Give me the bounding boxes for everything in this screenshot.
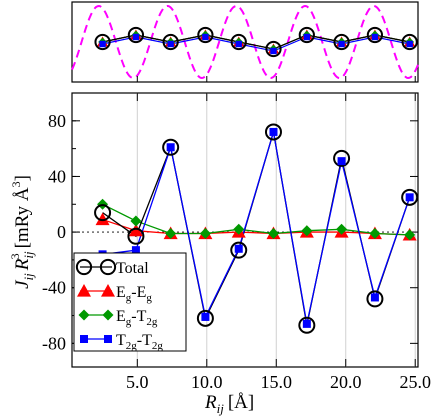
data-point-total bbox=[196, 309, 214, 327]
data-point-t2g-t2g bbox=[269, 127, 278, 136]
data-point-t2g-t2g bbox=[370, 293, 379, 302]
top-panel-frame bbox=[71, 1, 419, 83]
series-line-t2g-t2g bbox=[102, 131, 411, 325]
data-point-total bbox=[127, 26, 145, 44]
x-tick-label: 20.0 bbox=[330, 372, 362, 392]
y-tick-label: 0 bbox=[57, 222, 66, 242]
data-point-total bbox=[298, 26, 315, 44]
legend: Total Eg-Eg Eg-T2g T2g-T2g bbox=[73, 252, 187, 352]
data-point-eg-t2g bbox=[369, 227, 381, 239]
data-point-t2g-t2g bbox=[338, 40, 345, 48]
series-line-eg-t2g bbox=[102, 203, 410, 236]
data-point-t2g-t2g bbox=[132, 33, 140, 41]
data-point-t2g-t2g bbox=[234, 244, 243, 253]
data-point-t2g-t2g bbox=[104, 335, 112, 343]
data-point-eg-t2g bbox=[267, 227, 279, 239]
data-point-t2g-t2g bbox=[202, 33, 209, 41]
data-point-total bbox=[162, 138, 180, 156]
data-point-total bbox=[99, 258, 117, 276]
data-point-eg-t2g bbox=[102, 309, 114, 321]
data-point-t2g-t2g bbox=[303, 33, 311, 41]
legend-label: Eg-T2g bbox=[116, 308, 158, 328]
x-tick-label: 25.0 bbox=[399, 372, 431, 392]
data-point-total bbox=[230, 241, 248, 259]
inset-series-line bbox=[102, 36, 410, 52]
data-point-eg-t2g bbox=[404, 229, 416, 241]
data-point-total bbox=[265, 40, 282, 58]
data-point-t2g-t2g bbox=[406, 40, 413, 48]
legend-label: T2g-T2g bbox=[116, 332, 163, 352]
data-point-t2g-t2g bbox=[201, 312, 210, 321]
data-point-t2g-t2g bbox=[235, 40, 242, 48]
data-point-eg-t2g bbox=[301, 225, 313, 237]
data-point-total bbox=[366, 290, 384, 308]
data-point-t2g-t2g bbox=[270, 47, 277, 55]
data-point-eg-t2g bbox=[78, 309, 90, 321]
series-layer bbox=[94, 123, 419, 334]
data-point-t2g-t2g bbox=[80, 335, 88, 343]
data-point-total bbox=[333, 149, 351, 167]
data-point-t2g-t2g bbox=[167, 40, 174, 48]
series-line-eg-eg bbox=[102, 218, 410, 236]
top-panel bbox=[71, 4, 419, 80]
data-point-total bbox=[94, 33, 111, 51]
data-point-total bbox=[162, 33, 179, 51]
data-point-eg-t2g bbox=[233, 223, 245, 235]
axes: 5.0 10.0 15.0 20.0 25.0 -80 -40 0 40 80 bbox=[42, 76, 431, 392]
data-point-t2g-t2g bbox=[99, 40, 106, 48]
data-point-total bbox=[401, 33, 418, 51]
main-panel-frame bbox=[71, 92, 419, 368]
data-point-t2g-t2g bbox=[405, 193, 414, 202]
data-point-total bbox=[94, 204, 112, 222]
y-tick-label: -40 bbox=[42, 278, 66, 298]
data-point-total bbox=[401, 188, 419, 206]
y-tick-label: -80 bbox=[42, 333, 66, 353]
data-point-total bbox=[366, 26, 384, 44]
data-point-eg-t2g bbox=[336, 223, 348, 235]
data-point-total bbox=[264, 123, 282, 141]
legend-label: Eg-Eg bbox=[116, 284, 152, 304]
inset-series-line bbox=[102, 34, 410, 50]
data-point-t2g-t2g bbox=[302, 319, 311, 328]
data-point-total bbox=[333, 33, 350, 51]
data-point-total bbox=[197, 26, 214, 44]
data-point-eg-t2g bbox=[199, 227, 211, 239]
data-point-eg-eg bbox=[128, 223, 143, 237]
data-point-total bbox=[75, 258, 93, 276]
x-tick-label: 15.0 bbox=[261, 372, 293, 392]
data-point-eg-t2g bbox=[130, 215, 142, 227]
x-tick-label: 5.0 bbox=[126, 372, 149, 392]
x-tick-label: 10.0 bbox=[191, 372, 223, 392]
data-point-total bbox=[127, 227, 145, 245]
data-point-t2g-t2g bbox=[337, 157, 346, 166]
data-point-eg-t2g bbox=[165, 227, 177, 239]
data-point-t2g-t2g bbox=[371, 33, 379, 41]
data-point-total bbox=[298, 316, 316, 334]
y-axis-label: JijRij3[mRy Å3] bbox=[8, 175, 36, 289]
y-tick-label: 40 bbox=[48, 166, 66, 186]
inset-sinusoid bbox=[71, 4, 419, 80]
legend-label: Total bbox=[116, 260, 149, 277]
data-point-total bbox=[230, 33, 247, 51]
data-point-eg-eg bbox=[101, 284, 115, 297]
data-point-t2g-t2g bbox=[166, 143, 175, 152]
y-tick-label: 80 bbox=[48, 111, 66, 131]
data-point-t2g-t2g bbox=[131, 246, 140, 255]
legend-box bbox=[73, 252, 187, 352]
data-point-eg-eg bbox=[95, 212, 110, 226]
x-axis-label: Rij [Å] bbox=[204, 392, 254, 416]
data-point-eg-eg bbox=[77, 284, 91, 297]
